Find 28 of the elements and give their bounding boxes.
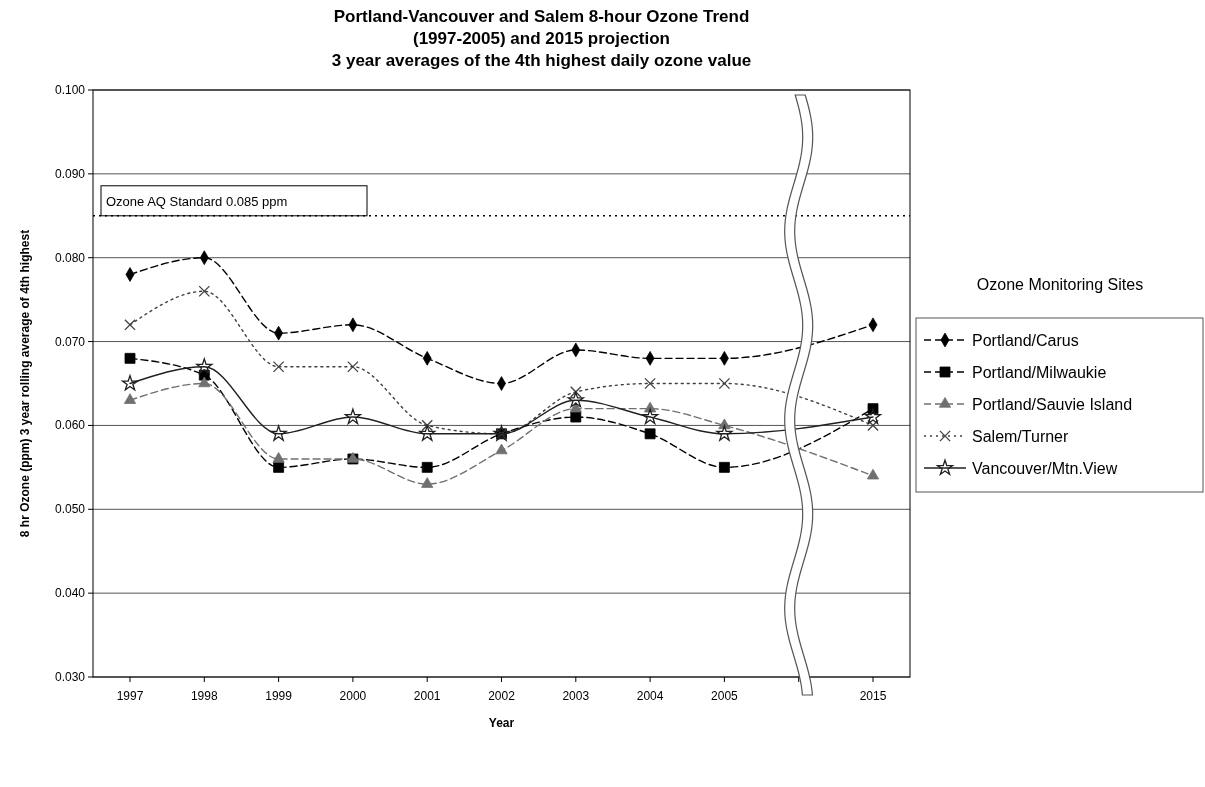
- x-tick-label: 1998: [190, 689, 218, 703]
- legend-label: Portland/Sauvie Island: [972, 396, 1133, 413]
- x-tick-label: 2002: [488, 689, 516, 703]
- y-tick-label: 0.050: [54, 502, 86, 517]
- y-tick-label: 0.030: [54, 670, 86, 684]
- legend-title: Ozone Monitoring Sites: [976, 276, 1144, 293]
- x-tick-label: 2000: [339, 689, 367, 703]
- x-axis-title: Year: [488, 716, 515, 730]
- x-tick-label: 2015: [859, 689, 887, 703]
- y-tick-label: 0.100: [54, 83, 86, 97]
- y-tick-label: 0.060: [54, 418, 86, 433]
- x-tick-label: 2003: [562, 689, 590, 703]
- y-tick-label: 0.090: [54, 166, 86, 181]
- legend-label: Portland/Milwaukie: [972, 364, 1107, 381]
- legend-label: Salem/Turner: [972, 428, 1069, 445]
- x-tick-label: 1999: [265, 689, 293, 703]
- y-axis-title: 8 hr Ozone (ppm) 3 year rolling average of 4th highest: [18, 229, 32, 538]
- x-tick-label: 1997: [116, 689, 144, 703]
- x-tick-label: 2004: [636, 689, 664, 703]
- legend-label: Portland/Carus: [972, 332, 1079, 349]
- x-tick-label: 2005: [711, 689, 739, 703]
- y-tick-label: 0.040: [54, 586, 86, 601]
- y-tick-label: 0.070: [54, 334, 86, 349]
- legend-label: Vancouver/Mtn.View: [972, 460, 1118, 477]
- chart-title: Portland-Vancouver and Salem 8-hour Ozone Trend (1997-2005) and 2015 projection 3 year averages of the 4th highest daily ozone value: [331, 7, 752, 70]
- x-tick-label: 2001: [413, 689, 441, 703]
- ref-line-label: Ozone AQ Standard 0.085 ppm: [106, 193, 288, 209]
- y-tick-label: 0.080: [54, 250, 86, 265]
